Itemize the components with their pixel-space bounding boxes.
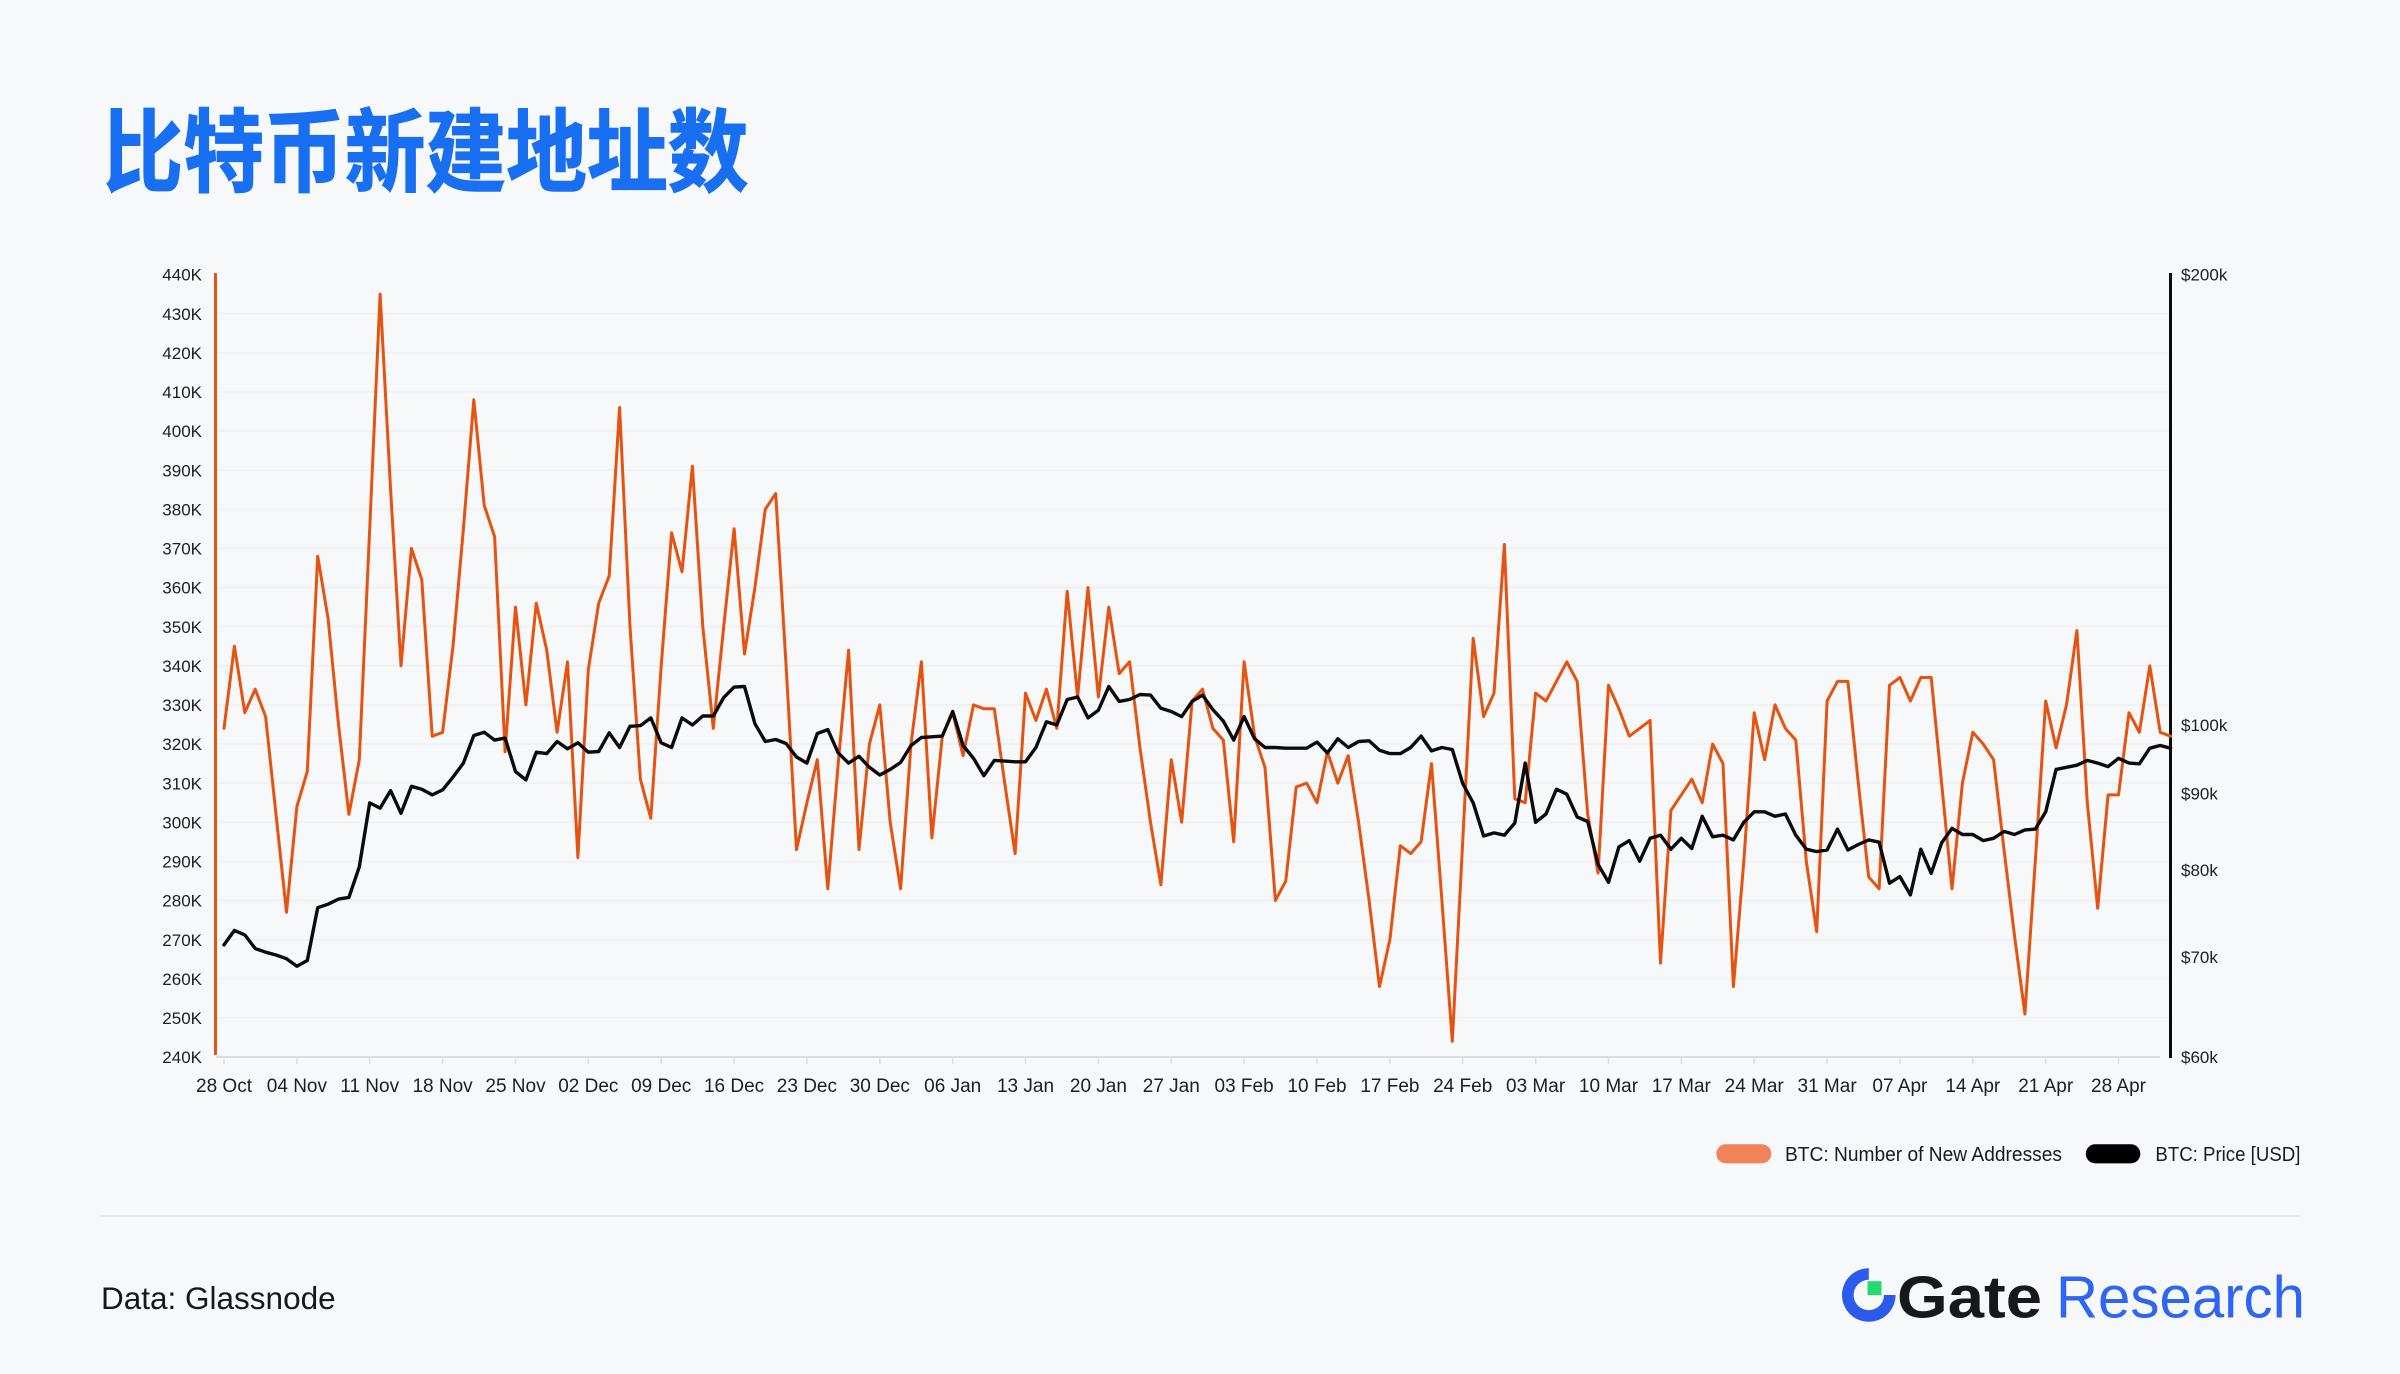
svg-text:420K: 420K xyxy=(162,344,202,363)
svg-text:280K: 280K xyxy=(162,892,202,911)
svg-text:25 Nov: 25 Nov xyxy=(485,1076,546,1097)
svg-text:400K: 400K xyxy=(162,422,202,441)
svg-text:440K: 440K xyxy=(162,266,202,285)
svg-text:270K: 270K xyxy=(162,931,202,950)
svg-text:24 Mar: 24 Mar xyxy=(1725,1076,1785,1097)
svg-text:24 Feb: 24 Feb xyxy=(1433,1076,1492,1097)
svg-text:410K: 410K xyxy=(162,383,202,402)
svg-text:10 Mar: 10 Mar xyxy=(1579,1076,1639,1097)
svg-text:09 Dec: 09 Dec xyxy=(631,1076,691,1097)
svg-text:Research: Research xyxy=(2056,1265,2305,1331)
svg-text:240K: 240K xyxy=(162,1048,202,1067)
svg-text:390K: 390K xyxy=(162,461,202,480)
svg-text:$70k: $70k xyxy=(2181,948,2218,967)
svg-text:21 Apr: 21 Apr xyxy=(2018,1076,2074,1097)
svg-text:260K: 260K xyxy=(162,970,202,989)
svg-text:310K: 310K xyxy=(162,774,202,793)
svg-text:330K: 330K xyxy=(162,696,202,715)
svg-text:370K: 370K xyxy=(162,540,202,559)
svg-text:03 Mar: 03 Mar xyxy=(1506,1076,1566,1097)
svg-text:300K: 300K xyxy=(162,814,202,833)
svg-text:17 Feb: 17 Feb xyxy=(1360,1076,1419,1097)
svg-text:17 Mar: 17 Mar xyxy=(1652,1076,1712,1097)
svg-text:27 Jan: 27 Jan xyxy=(1143,1076,1200,1097)
svg-text:290K: 290K xyxy=(162,853,202,872)
svg-text:30 Dec: 30 Dec xyxy=(850,1076,910,1097)
svg-text:07 Apr: 07 Apr xyxy=(1872,1076,1928,1097)
svg-text:Gate: Gate xyxy=(1897,1265,2042,1331)
svg-text:13 Jan: 13 Jan xyxy=(997,1076,1054,1097)
svg-text:$200k: $200k xyxy=(2181,266,2228,285)
svg-text:11 Nov: 11 Nov xyxy=(340,1076,399,1097)
svg-text:28 Oct: 28 Oct xyxy=(196,1076,253,1097)
svg-text:$60k: $60k xyxy=(2181,1048,2218,1067)
svg-text:340K: 340K xyxy=(162,657,202,676)
svg-text:$80k: $80k xyxy=(2181,861,2218,880)
svg-text:320K: 320K xyxy=(162,735,202,754)
svg-text:250K: 250K xyxy=(162,1009,202,1028)
svg-text:06 Jan: 06 Jan xyxy=(924,1076,981,1097)
svg-text:BTC: Number of New Addresses: BTC: Number of New Addresses xyxy=(1785,1143,2062,1166)
svg-text:$90k: $90k xyxy=(2181,785,2218,804)
svg-text:$100k: $100k xyxy=(2181,716,2228,735)
svg-text:14 Apr: 14 Apr xyxy=(1945,1076,2001,1097)
svg-text:16 Dec: 16 Dec xyxy=(704,1076,764,1097)
svg-text:03 Feb: 03 Feb xyxy=(1215,1076,1274,1097)
svg-text:23 Dec: 23 Dec xyxy=(777,1076,837,1097)
svg-text:380K: 380K xyxy=(162,501,202,520)
svg-text:18 Nov: 18 Nov xyxy=(412,1076,473,1097)
svg-text:BTC: Price [USD]: BTC: Price [USD] xyxy=(2155,1143,2300,1166)
svg-text:20 Jan: 20 Jan xyxy=(1070,1076,1127,1097)
svg-text:Data: Glassnode: Data: Glassnode xyxy=(101,1280,336,1316)
svg-text:430K: 430K xyxy=(162,305,202,324)
svg-text:10 Feb: 10 Feb xyxy=(1287,1076,1346,1097)
svg-text:360K: 360K xyxy=(162,579,202,598)
svg-text:31 Mar: 31 Mar xyxy=(1798,1076,1858,1097)
svg-text:350K: 350K xyxy=(162,618,202,637)
svg-text:02 Dec: 02 Dec xyxy=(558,1076,618,1097)
svg-text:04 Nov: 04 Nov xyxy=(267,1076,328,1097)
svg-text:28 Apr: 28 Apr xyxy=(2091,1076,2147,1097)
